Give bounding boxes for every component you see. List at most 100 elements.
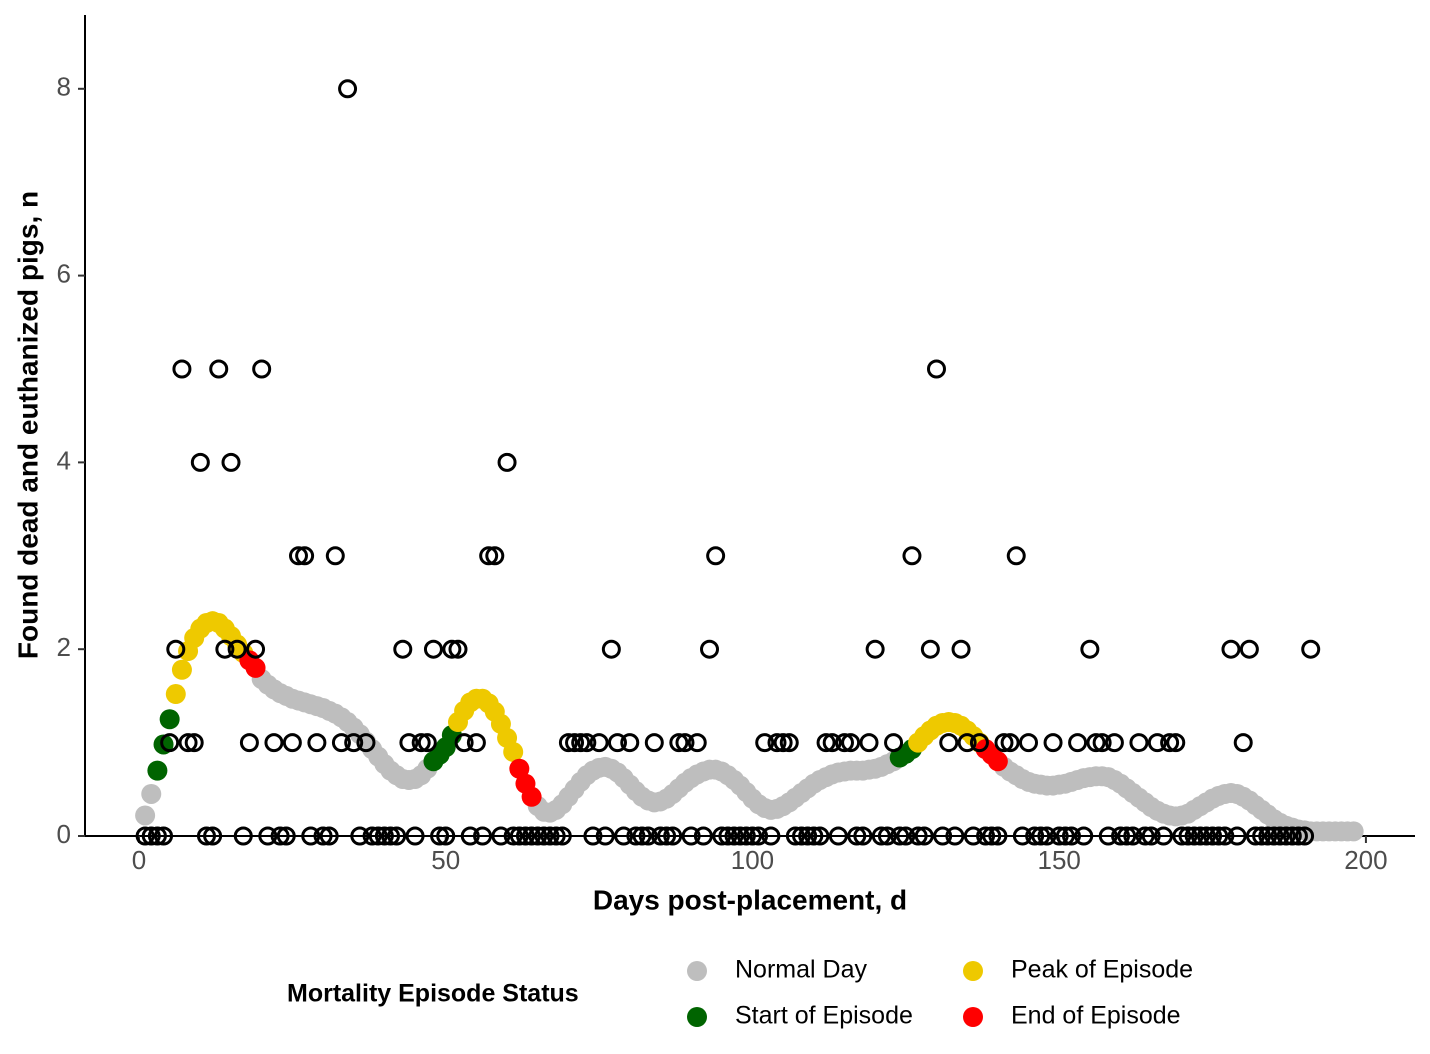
observed-point [1055, 826, 1075, 846]
observed-point [663, 826, 683, 846]
observed-point [951, 639, 971, 659]
observed-point [147, 826, 167, 846]
observed-point [614, 826, 634, 846]
smooth-point [503, 741, 524, 762]
observed-point [1141, 826, 1161, 846]
observed-point [1190, 826, 1210, 846]
observed-point [221, 452, 241, 472]
observed-point [1209, 826, 1229, 846]
observed-point [865, 639, 885, 659]
observed-point [368, 826, 388, 846]
observed-point [258, 826, 278, 846]
observed-point [423, 639, 443, 659]
observed-point [1252, 826, 1272, 846]
observed-point [295, 546, 315, 566]
observed-point [749, 826, 769, 846]
observed-point [669, 733, 689, 753]
observed-point [976, 826, 996, 846]
observed-point [1098, 826, 1118, 846]
observed-point [1043, 733, 1063, 753]
observed-point [1000, 733, 1020, 753]
observed-point [1221, 639, 1241, 659]
observed-point [700, 639, 720, 659]
observed-point [522, 826, 542, 846]
observed-point [969, 733, 989, 753]
observed-point [1061, 826, 1081, 846]
observed-point [626, 826, 646, 846]
observed-point [847, 826, 867, 846]
observed-point [767, 733, 787, 753]
observed-point [534, 826, 554, 846]
smooth-point [165, 684, 186, 705]
observed-point [736, 826, 756, 846]
observed-point [792, 826, 812, 846]
observed-point [288, 546, 308, 566]
observed-point [926, 359, 946, 379]
observed-point [963, 826, 983, 846]
smooth-point [987, 751, 1008, 772]
observed-point [1153, 826, 1173, 846]
observed-point [939, 733, 959, 753]
observed-point [859, 733, 879, 753]
observed-point [571, 733, 591, 753]
observed-point [687, 733, 707, 753]
observed-point [417, 733, 437, 753]
observed-point [307, 733, 327, 753]
smooth-point [1343, 821, 1364, 842]
observed-point [1019, 733, 1039, 753]
observed-point [1215, 826, 1235, 846]
observed-point [1276, 826, 1296, 846]
observed-point [1080, 639, 1100, 659]
observed-point [239, 733, 259, 753]
observed-point [798, 826, 818, 846]
observed-point [773, 733, 793, 753]
observed-point [1233, 733, 1253, 753]
observed-point [1031, 826, 1051, 846]
observed-point [1196, 826, 1216, 846]
smooth-point [147, 760, 168, 781]
observed-point [650, 826, 670, 846]
observed-point [399, 733, 419, 753]
observed-point [466, 733, 486, 753]
y-tick-label: 0 [57, 819, 71, 849]
smooth-point [141, 783, 162, 804]
legend-label: Start of Episode [735, 1002, 913, 1030]
observed-point [1104, 733, 1124, 753]
observed-point [902, 546, 922, 566]
observed-point [160, 733, 180, 753]
observed-point [1086, 733, 1106, 753]
observed-point [528, 826, 548, 846]
observed-point [190, 452, 210, 472]
smooth-point [159, 709, 180, 730]
observed-point [1092, 733, 1112, 753]
y-tick-label: 8 [57, 72, 71, 102]
observed-point [1025, 826, 1045, 846]
y-tick-label: 4 [57, 445, 71, 475]
observed-point [1135, 826, 1155, 846]
observed-point [742, 826, 762, 846]
observed-point [1068, 733, 1088, 753]
observed-point [485, 546, 505, 566]
observed-point [442, 639, 462, 659]
observed-point [1172, 826, 1192, 846]
observed-point [1227, 826, 1247, 846]
observed-point [331, 733, 351, 753]
observed-point [135, 826, 155, 846]
observed-point [945, 826, 965, 846]
observed-point [834, 733, 854, 753]
observed-point [454, 733, 474, 753]
observed-point [577, 733, 597, 753]
observed-point [1258, 826, 1278, 846]
smooth-point [509, 758, 530, 779]
observed-point [313, 826, 333, 846]
x-tick-label: 100 [731, 845, 774, 875]
observed-point [896, 826, 916, 846]
observed-point [595, 826, 615, 846]
observed-point [276, 826, 296, 846]
observed-point [841, 733, 861, 753]
observed-point [503, 826, 523, 846]
smooth-point [171, 659, 192, 680]
observed-point [350, 826, 370, 846]
observed-point [712, 826, 732, 846]
